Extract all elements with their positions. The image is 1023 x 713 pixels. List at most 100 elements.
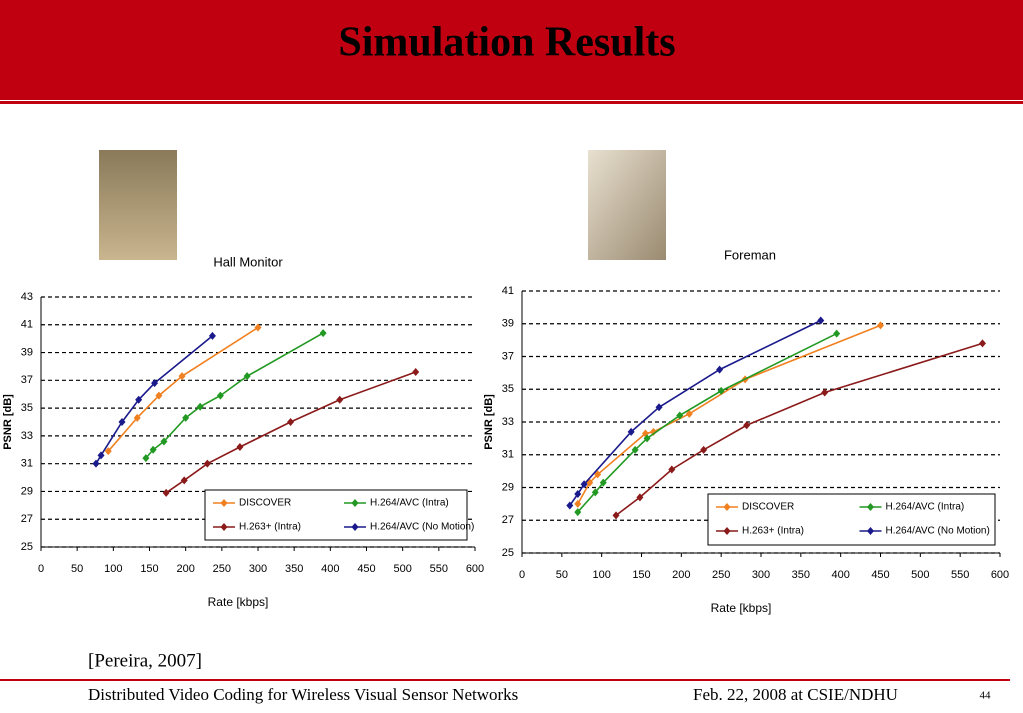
data-point <box>319 329 327 338</box>
legend-marker <box>867 503 874 511</box>
legend-label: DISCOVER <box>742 502 794 513</box>
y-tick-label: 39 <box>502 318 514 330</box>
legend-marker <box>220 499 228 507</box>
x-tick-label: 150 <box>140 563 158 575</box>
data-point <box>877 321 884 330</box>
x-tick-label: 0 <box>519 569 525 581</box>
y-tick-label: 31 <box>502 449 514 461</box>
chart-title: Hall Monitor <box>213 254 283 269</box>
data-point <box>978 339 986 348</box>
data-point <box>821 388 829 397</box>
page-number: 44 <box>980 690 992 702</box>
data-point <box>135 395 143 404</box>
x-tick-label: 500 <box>911 569 929 581</box>
data-point <box>743 421 751 430</box>
data-point <box>833 329 841 338</box>
legend-label: H.264/AVC (No Motion) <box>370 522 474 533</box>
x-tick-label: 350 <box>792 569 810 581</box>
data-point <box>178 372 186 381</box>
x-tick-label: 200 <box>672 569 690 581</box>
data-point <box>636 493 644 502</box>
x-tick-label: 300 <box>752 569 770 581</box>
data-point <box>97 451 105 460</box>
series-line <box>145 332 324 459</box>
series-line <box>615 342 983 516</box>
data-point <box>594 470 602 479</box>
data-point <box>254 323 262 332</box>
x-tick-label: 500 <box>393 563 411 575</box>
series-line <box>577 324 881 505</box>
data-point <box>685 409 693 418</box>
data-point <box>142 454 150 463</box>
x-tick-label: 550 <box>951 569 969 581</box>
data-point <box>208 331 216 340</box>
data-point <box>655 403 663 412</box>
data-point <box>162 488 170 497</box>
x-tick-label: 0 <box>38 563 44 575</box>
x-tick-label: 300 <box>249 563 267 575</box>
x-tick-label: 550 <box>430 563 448 575</box>
data-point <box>649 427 657 436</box>
data-point <box>717 386 725 395</box>
y-tick-label: 27 <box>502 514 514 526</box>
footer-right: Feb. 22, 2008 at CSIE/NDHU <box>693 685 898 704</box>
legend-box <box>204 489 468 541</box>
y-tick-label: 25 <box>21 541 33 553</box>
footer-left: Distributed Video Coding for Wireless Vi… <box>88 685 518 704</box>
y-tick-label: 25 <box>502 547 514 559</box>
data-point <box>287 418 295 426</box>
y-tick-label: 37 <box>502 350 514 362</box>
data-point <box>574 499 582 508</box>
data-point <box>574 490 582 499</box>
x-tick-label: 600 <box>466 563 484 575</box>
legend-label: H.264/AVC (No Motion) <box>886 526 990 537</box>
data-point <box>631 445 639 454</box>
data-point <box>336 395 344 404</box>
x-tick-label: 150 <box>632 569 650 581</box>
x-tick-label: 350 <box>285 563 303 575</box>
x-tick-label: 200 <box>176 563 194 575</box>
data-point <box>627 427 635 436</box>
y-tick-label: 31 <box>21 458 33 470</box>
y-tick-label: 37 <box>21 374 33 386</box>
data-point <box>591 488 599 497</box>
data-point <box>817 316 825 325</box>
x-tick-label: 400 <box>831 569 849 581</box>
data-point <box>643 434 651 443</box>
x-axis-label: Rate [kbps] <box>208 595 269 609</box>
y-tick-label: 35 <box>502 383 514 395</box>
data-point <box>216 391 224 400</box>
x-tick-label: 100 <box>592 569 610 581</box>
y-tick-label: 41 <box>21 319 33 331</box>
legend-label: H.263+ (Intra) <box>742 526 804 537</box>
x-tick-label: 50 <box>71 563 83 575</box>
x-tick-label: 450 <box>357 563 375 575</box>
citation: [Pereira, 2007] <box>88 650 202 671</box>
header-band <box>0 0 1023 100</box>
y-tick-label: 43 <box>21 291 33 303</box>
data-point <box>412 368 420 376</box>
x-axis-label: Rate [kbps] <box>711 601 772 615</box>
foreman-image <box>588 150 666 260</box>
legend-marker <box>867 527 874 535</box>
data-point <box>243 372 251 381</box>
hall-monitor-image <box>99 150 177 260</box>
x-tick-label: 250 <box>213 563 231 575</box>
y-tick-label: 27 <box>21 513 33 525</box>
legend-marker <box>351 523 359 531</box>
x-tick-label: 250 <box>712 569 730 581</box>
data-point <box>149 445 157 454</box>
data-point <box>203 459 211 468</box>
y-axis-label: PSNR [dB] <box>2 394 14 450</box>
data-point <box>182 413 190 422</box>
data-point <box>668 465 676 474</box>
x-tick-label: 100 <box>104 563 122 575</box>
series-line <box>165 371 416 494</box>
legend-label: H.264/AVC (Intra) <box>370 498 449 509</box>
data-point <box>196 402 204 411</box>
data-point <box>700 445 708 454</box>
data-point <box>118 418 126 426</box>
data-point <box>236 443 244 451</box>
x-tick-label: 400 <box>321 563 339 575</box>
